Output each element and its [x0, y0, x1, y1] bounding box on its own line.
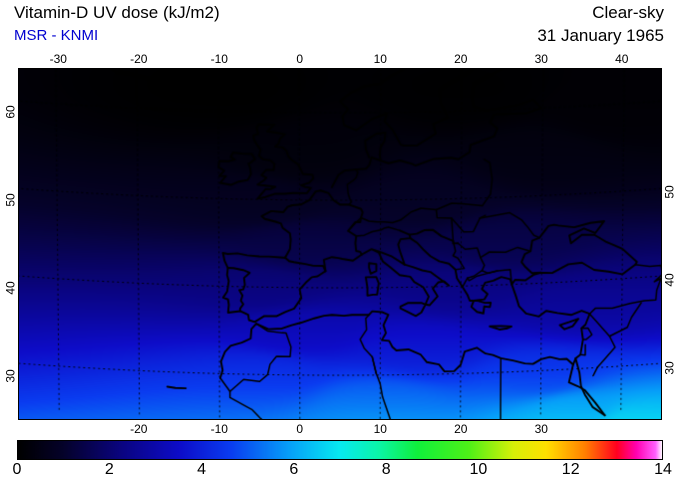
colorbar-gradient: [17, 440, 663, 460]
axis-tick-top: 40: [615, 52, 629, 66]
axis-tick-right: 50: [662, 185, 677, 199]
axis-tick-top: 10: [373, 52, 387, 66]
axis-tick-top: 0: [296, 52, 304, 66]
colorbar-tick-label: 8: [381, 461, 391, 478]
axis-tick-bottom: 10: [373, 422, 387, 436]
axis-tick-top: -30: [49, 52, 67, 66]
colorbar-tick-label: 10: [469, 461, 488, 478]
axis-tick-top: 20: [454, 52, 468, 66]
map-plot-area: [18, 68, 662, 420]
colorbar-tick-label: 0: [12, 461, 22, 478]
axis-tick-right: 40: [662, 273, 677, 287]
axis-tick-bottom: -20: [130, 422, 148, 436]
institute-label: MSR - KNMI: [14, 27, 99, 44]
colorbar-tick-label: 2: [104, 461, 114, 478]
axis-tick-top: 30: [534, 52, 548, 66]
colorbar: [17, 440, 663, 460]
colorbar-tick-label: 14: [654, 461, 672, 478]
colorbar-tick-label: 12: [561, 461, 580, 478]
axis-tick-bottom: 0: [296, 422, 304, 436]
axis-tick-bottom: -10: [210, 422, 228, 436]
axis-tick-left: 50: [3, 193, 18, 207]
axis-tick-bottom: 30: [534, 422, 548, 436]
colorbar-tick-label: 4: [197, 461, 207, 478]
page-title: Vitamin-D UV dose (kJ/m2): [14, 3, 220, 22]
axis-tick-top: -20: [130, 52, 148, 66]
date-label: 31 January 1965: [537, 26, 664, 45]
axis-tick-left: 40: [3, 281, 18, 295]
sky-condition-label: Clear-sky: [592, 3, 664, 22]
axis-tick-right: 30: [662, 361, 677, 375]
axis-tick-bottom: 20: [454, 422, 468, 436]
colorbar-tick-label: 6: [289, 461, 299, 478]
axis-tick-top: -10: [210, 52, 228, 66]
axis-tick-left: 60: [3, 105, 18, 119]
uv-dose-heatmap-canvas: [19, 69, 661, 419]
axis-tick-left: 30: [3, 369, 18, 383]
